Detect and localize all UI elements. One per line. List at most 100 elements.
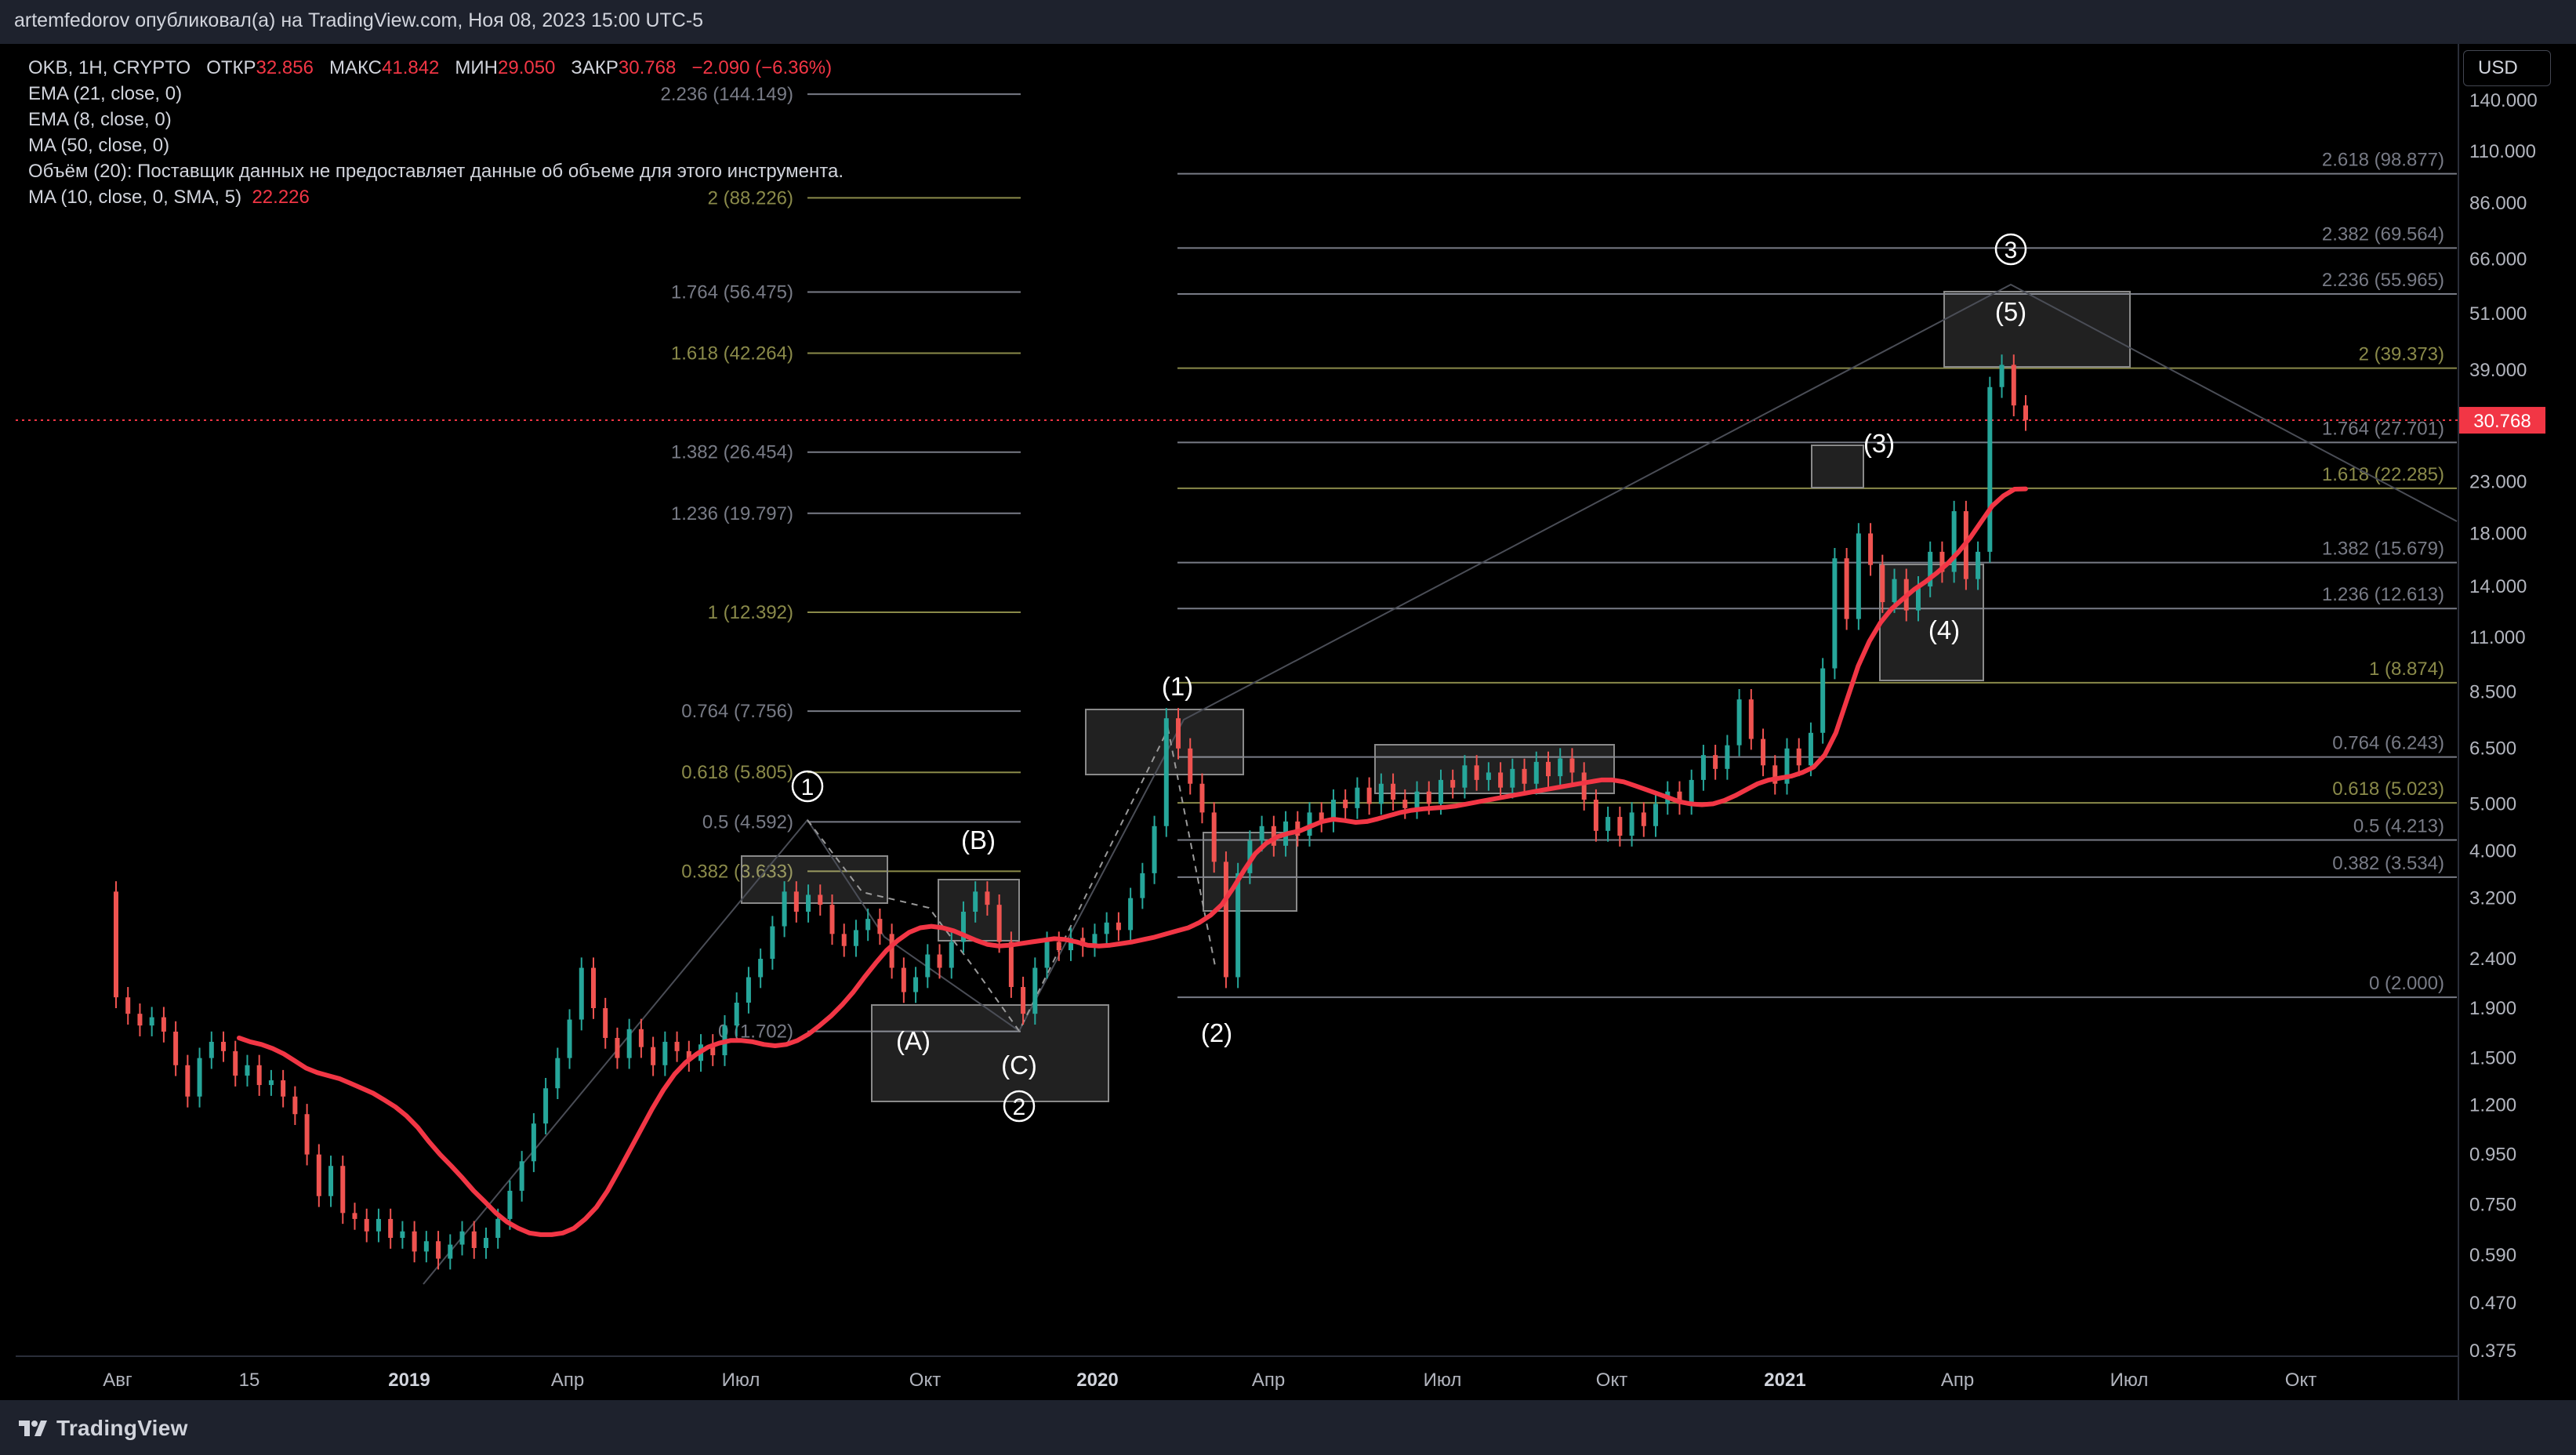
candle-body: [245, 1065, 250, 1076]
candle-body: [853, 930, 858, 946]
fibonacci-levels: 2.236 (144.149) 2 (88.226) 1.764 (56.475) 1…: [16, 84, 2458, 1043]
candle-body: [1796, 748, 1801, 766]
candle-body: [364, 1218, 369, 1232]
legend-symbol[interactable]: OKB, 1H, CRYPTO: [28, 57, 191, 78]
candle-body: [1438, 779, 1443, 804]
candle-body: [1044, 942, 1050, 968]
last-price-tag: [2459, 407, 2545, 434]
candle-body: [459, 1231, 465, 1245]
wave-label: 1: [801, 775, 815, 800]
fib-left-label: 0.618 (5.805): [681, 762, 793, 783]
candle-body: [1999, 365, 2005, 387]
candle-body: [436, 1241, 441, 1259]
last-price-value: 30.768: [2473, 411, 2531, 432]
candle-body: [1235, 873, 1241, 978]
wave-box: [871, 1004, 1109, 1102]
candle-body: [626, 1029, 632, 1058]
candle-body: [1748, 699, 1754, 739]
candle-body: [1593, 800, 1598, 831]
candle-body: [1008, 942, 1014, 988]
candle-body: [292, 1096, 298, 1115]
candle-body: [793, 891, 799, 912]
candle-body: [638, 1029, 644, 1047]
candle-body: [1402, 800, 1408, 808]
price-tick-label: 23.000: [2469, 471, 2527, 492]
tradingview-logo[interactable]: TradingView: [17, 1416, 188, 1441]
axes: 140.000110.00086.00066.00051.00039.00030…: [16, 44, 2545, 1400]
candle-body: [960, 911, 966, 942]
candle-body: [1355, 787, 1360, 808]
candle-body: [937, 954, 942, 968]
price-tick-label: 14.000: [2469, 576, 2527, 597]
candle-body: [1951, 511, 1957, 572]
legend-ma10-label: MA (10, close, 0, SMA, 5): [28, 187, 242, 208]
chart-pane[interactable]: [16, 44, 2560, 1400]
fib-left-label: 1.236 (19.797): [671, 503, 793, 524]
candle-body: [996, 905, 1002, 942]
time-tick-label: 2019: [388, 1370, 430, 1391]
candle-body: [507, 1190, 513, 1219]
candle-body: [829, 905, 835, 934]
legend-ma10-value: 22.226: [252, 187, 310, 208]
price-tick-label: 8.500: [2469, 682, 2516, 703]
fib-right-label: 0.764 (6.243): [2332, 733, 2444, 754]
wave-label-circle: [791, 770, 824, 803]
candle-body: [1629, 812, 1634, 836]
candle-body: [865, 919, 871, 931]
candle-body: [519, 1161, 524, 1191]
price-tick-label: 1.900: [2469, 998, 2516, 1019]
candle-body: [1522, 768, 1527, 784]
price-tick-label: 11.000: [2469, 627, 2526, 648]
candle-body: [1832, 558, 1838, 669]
legend-volume[interactable]: Объём (20): Поставщик данных не предоста…: [28, 161, 844, 182]
publisher-bar: artemfedorov опубликовал(а) на TradingVi…: [0, 0, 2576, 44]
price-tick-label: 5.000: [2469, 793, 2516, 815]
fib-left-label: 0.5 (4.592): [702, 811, 793, 833]
price-tick-label: 0.470: [2469, 1293, 2516, 1314]
candle-body: [949, 942, 954, 968]
legend-ma10[interactable]: MA (10, close, 0, SMA, 5) 22.226: [28, 184, 844, 210]
candle-body: [1713, 755, 1718, 769]
legend-ema8[interactable]: EMA (8, close, 0): [28, 109, 172, 130]
fib-right-label: 0 (2.000): [2369, 973, 2444, 994]
wave-label: (2): [1201, 1018, 1232, 1047]
fib-left-label: 1.382 (26.454): [671, 442, 793, 463]
candle-body: [233, 1050, 238, 1076]
candle-body: [818, 894, 823, 905]
candle-body: [1677, 791, 1682, 804]
candle-body: [1533, 761, 1539, 784]
price-tick-label: 0.750: [2469, 1194, 2516, 1215]
wave-label: (3): [1863, 429, 1895, 458]
legend-ema21[interactable]: EMA (21, close, 0): [28, 83, 183, 104]
candle-body: [746, 977, 751, 1003]
candle-body: [555, 1058, 561, 1089]
candle-body: [1199, 783, 1205, 813]
legend-close-label: ЗАКР: [571, 57, 619, 78]
candle-body: [1486, 772, 1491, 780]
candle-body: [1391, 783, 1396, 800]
candle-body: [1414, 791, 1420, 808]
fib-left-label: 0.382 (3.633): [681, 861, 793, 882]
legend-ma50[interactable]: MA (50, close, 0): [28, 135, 170, 156]
candle-body: [1617, 817, 1623, 836]
candle-body: [1569, 758, 1575, 773]
candle-body: [1546, 761, 1551, 777]
candle-body: [1510, 768, 1515, 788]
candle-body: [495, 1218, 501, 1239]
candle-body: [221, 1041, 227, 1051]
candle-body: [1330, 800, 1336, 822]
candle-body: [1581, 772, 1587, 800]
candles: [114, 354, 2028, 1270]
candle-body: [114, 891, 118, 998]
fib-right-label: 1.382 (15.679): [2322, 539, 2444, 560]
currency-button[interactable]: USD: [2463, 50, 2551, 86]
candle-body: [376, 1218, 381, 1232]
candle-body: [1319, 812, 1324, 822]
candle-body: [1378, 783, 1384, 804]
price-tick-label: 110.000: [2469, 141, 2536, 162]
candle-body: [1761, 738, 1766, 766]
candle-body: [1092, 934, 1098, 946]
legend-low-label: МИН: [455, 57, 498, 78]
fib-right-label: 2.382 (69.564): [2322, 223, 2444, 245]
